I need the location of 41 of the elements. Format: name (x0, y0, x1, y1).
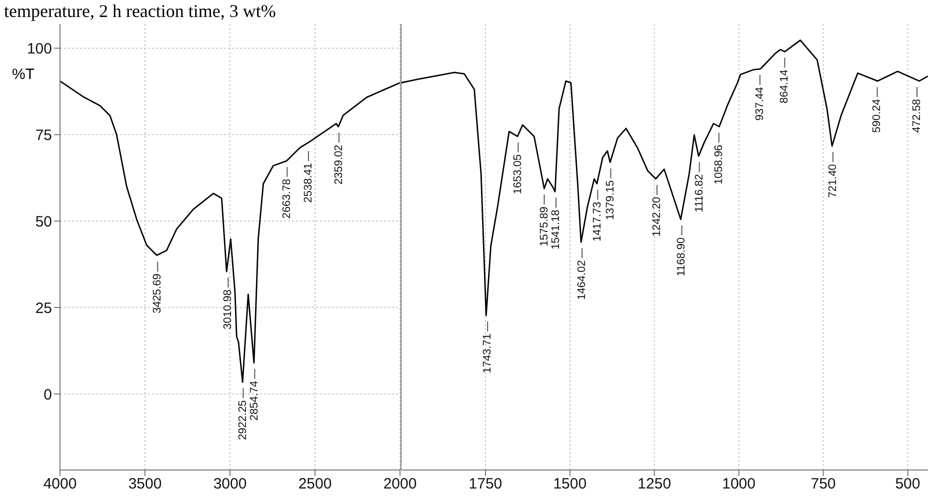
annotation: 721.40 (826, 164, 839, 198)
annotation: 1058.96 (712, 144, 725, 184)
annotation: 864.14 (778, 70, 791, 104)
x-tick-label: 1750 (468, 476, 502, 493)
annotation: 1242.20 (651, 196, 663, 237)
annotation: 2359.02 (332, 144, 345, 184)
y-axis-title: %T (12, 66, 34, 83)
annotation: 2663.78 (281, 178, 294, 219)
annotation: 1417.73 (592, 202, 604, 242)
x-tick-label: 1000 (722, 476, 756, 493)
annotation: 1743.71 (482, 333, 494, 374)
y-tick-label: 0 (44, 386, 52, 404)
x-tick-label: 4000 (43, 476, 77, 493)
annotation: 1541.18 (550, 210, 562, 250)
annotation: 937.44 (754, 86, 766, 121)
x-tick-label: 750 (810, 476, 836, 493)
annotation: 3010.98 (222, 290, 234, 330)
chart-title: temperature, 2 h reaction time, 3 wt% (4, 0, 276, 22)
x-tick-label: 3000 (213, 476, 247, 493)
x-tick-label: 500 (895, 476, 920, 493)
y-tick-label: 75 (35, 126, 52, 144)
annotation: 3425.69 (152, 274, 164, 314)
annotation: 2854.74 (248, 380, 261, 421)
x-tick-label: 2000 (383, 476, 417, 493)
y-tick-label: 25 (35, 300, 52, 317)
annotation: 472.58 (910, 99, 923, 133)
annotation: 1653.05 (512, 154, 524, 194)
annotation: 2922.25 (237, 400, 250, 440)
annotation: 1168.90 (676, 237, 688, 276)
x-tick-label: 1250 (638, 476, 672, 493)
y-tick-label: 50 (35, 213, 52, 230)
annotation: 1379.15 (604, 180, 617, 220)
x-tick-label: 1500 (553, 476, 587, 493)
annotation: 1575.89 (538, 206, 550, 246)
x-tick-label: 3500 (128, 476, 162, 493)
annotation: 590.24 (871, 99, 884, 133)
annotation: 2538.41 (302, 163, 314, 203)
annotation: 1464.02 (576, 260, 588, 300)
x-tick-label: 2500 (298, 476, 332, 493)
y-tick-label: 100 (26, 40, 52, 58)
annotation: 1116.82 (693, 174, 706, 212)
